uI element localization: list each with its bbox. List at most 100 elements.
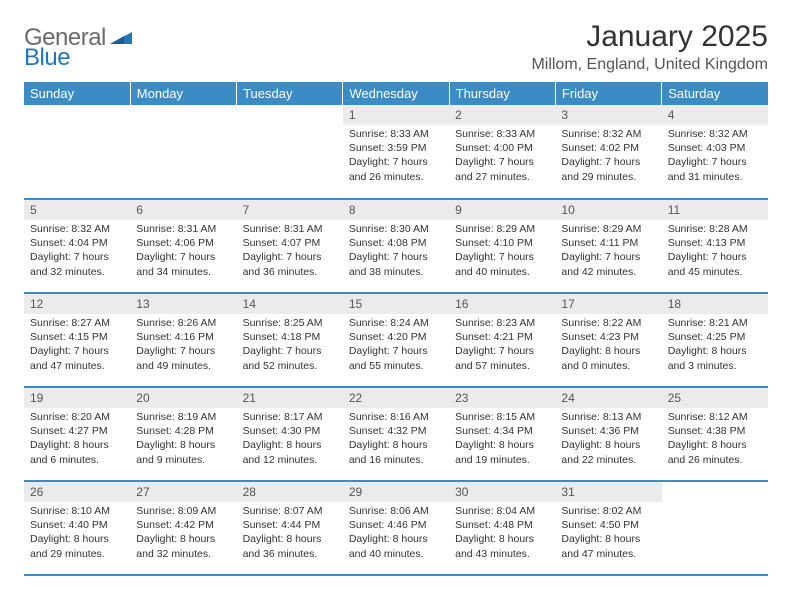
daylight-text: and 29 minutes. xyxy=(30,547,124,561)
calendar-week-row: 12Sunrise: 8:27 AMSunset: 4:15 PMDayligh… xyxy=(24,293,768,387)
sunrise-text: Sunrise: 8:24 AM xyxy=(349,316,443,330)
sunset-text: Sunset: 4:30 PM xyxy=(243,424,337,438)
day-detail: Sunrise: 8:20 AMSunset: 4:27 PMDaylight:… xyxy=(24,408,130,471)
calendar-day-cell: 14Sunrise: 8:25 AMSunset: 4:18 PMDayligh… xyxy=(237,293,343,387)
calendar-day-cell: 8Sunrise: 8:30 AMSunset: 4:08 PMDaylight… xyxy=(343,199,449,293)
daylight-text: Daylight: 8 hours xyxy=(349,532,443,546)
sunrise-text: Sunrise: 8:19 AM xyxy=(136,410,230,424)
calendar-day-cell: 28Sunrise: 8:07 AMSunset: 4:44 PMDayligh… xyxy=(237,481,343,575)
sunset-text: Sunset: 4:20 PM xyxy=(349,330,443,344)
day-number: 24 xyxy=(555,388,661,408)
weekday-header-row: Sunday Monday Tuesday Wednesday Thursday… xyxy=(24,82,768,105)
sunset-text: Sunset: 4:18 PM xyxy=(243,330,337,344)
sunrise-text: Sunrise: 8:27 AM xyxy=(30,316,124,330)
daylight-text: Daylight: 8 hours xyxy=(561,344,655,358)
sunrise-text: Sunrise: 8:10 AM xyxy=(30,504,124,518)
sunrise-text: Sunrise: 8:16 AM xyxy=(349,410,443,424)
daylight-text: Daylight: 7 hours xyxy=(349,250,443,264)
day-detail: Sunrise: 8:06 AMSunset: 4:46 PMDaylight:… xyxy=(343,502,449,565)
day-detail: Sunrise: 8:21 AMSunset: 4:25 PMDaylight:… xyxy=(662,314,768,377)
calendar-day-cell xyxy=(237,105,343,199)
daylight-text: and 6 minutes. xyxy=(30,453,124,467)
daylight-text: Daylight: 7 hours xyxy=(561,155,655,169)
daylight-text: Daylight: 7 hours xyxy=(455,155,549,169)
calendar-day-cell: 1Sunrise: 8:33 AMSunset: 3:59 PMDaylight… xyxy=(343,105,449,199)
sunrise-text: Sunrise: 8:25 AM xyxy=(243,316,337,330)
daylight-text: and 26 minutes. xyxy=(668,453,762,467)
daylight-text: Daylight: 7 hours xyxy=(243,250,337,264)
calendar-day-cell xyxy=(130,105,236,199)
day-detail: Sunrise: 8:33 AMSunset: 3:59 PMDaylight:… xyxy=(343,125,449,188)
daylight-text: Daylight: 8 hours xyxy=(136,532,230,546)
day-detail: Sunrise: 8:15 AMSunset: 4:34 PMDaylight:… xyxy=(449,408,555,471)
day-detail: Sunrise: 8:22 AMSunset: 4:23 PMDaylight:… xyxy=(555,314,661,377)
day-number: 10 xyxy=(555,200,661,220)
day-number: 28 xyxy=(237,482,343,502)
daylight-text: Daylight: 8 hours xyxy=(561,438,655,452)
day-detail: Sunrise: 8:04 AMSunset: 4:48 PMDaylight:… xyxy=(449,502,555,565)
daylight-text: and 40 minutes. xyxy=(455,265,549,279)
daylight-text: Daylight: 8 hours xyxy=(349,438,443,452)
day-number: 2 xyxy=(449,105,555,125)
sunset-text: Sunset: 4:21 PM xyxy=(455,330,549,344)
daylight-text: Daylight: 7 hours xyxy=(668,250,762,264)
daylight-text: Daylight: 8 hours xyxy=(243,438,337,452)
sunset-text: Sunset: 4:48 PM xyxy=(455,518,549,532)
weekday-header: Monday xyxy=(130,82,236,105)
day-number: 15 xyxy=(343,294,449,314)
day-detail: Sunrise: 8:27 AMSunset: 4:15 PMDaylight:… xyxy=(24,314,130,377)
day-detail: Sunrise: 8:32 AMSunset: 4:03 PMDaylight:… xyxy=(662,125,768,188)
calendar-week-row: 1Sunrise: 8:33 AMSunset: 3:59 PMDaylight… xyxy=(24,105,768,199)
calendar-week-row: 19Sunrise: 8:20 AMSunset: 4:27 PMDayligh… xyxy=(24,387,768,481)
page-header: General January 2025 Millom, England, Un… xyxy=(24,20,768,74)
weekday-header: Thursday xyxy=(449,82,555,105)
day-number: 31 xyxy=(555,482,661,502)
sunrise-text: Sunrise: 8:20 AM xyxy=(30,410,124,424)
sunrise-text: Sunrise: 8:26 AM xyxy=(136,316,230,330)
weekday-header: Sunday xyxy=(24,82,130,105)
daylight-text: Daylight: 7 hours xyxy=(349,155,443,169)
title-block: January 2025 Millom, England, United Kin… xyxy=(531,20,768,74)
daylight-text: Daylight: 7 hours xyxy=(349,344,443,358)
daylight-text: and 40 minutes. xyxy=(349,547,443,561)
calendar-day-cell: 13Sunrise: 8:26 AMSunset: 4:16 PMDayligh… xyxy=(130,293,236,387)
daylight-text: and 31 minutes. xyxy=(668,170,762,184)
day-number: 12 xyxy=(24,294,130,314)
sunrise-text: Sunrise: 8:33 AM xyxy=(349,127,443,141)
sunset-text: Sunset: 4:15 PM xyxy=(30,330,124,344)
daylight-text: and 45 minutes. xyxy=(668,265,762,279)
day-number: 25 xyxy=(662,388,768,408)
daylight-text: Daylight: 7 hours xyxy=(455,250,549,264)
daylight-text: and 43 minutes. xyxy=(455,547,549,561)
daylight-text: and 29 minutes. xyxy=(561,170,655,184)
sunset-text: Sunset: 4:11 PM xyxy=(561,236,655,250)
daylight-text: Daylight: 7 hours xyxy=(243,344,337,358)
sunset-text: Sunset: 4:50 PM xyxy=(561,518,655,532)
day-number: 27 xyxy=(130,482,236,502)
daylight-text: and 47 minutes. xyxy=(561,547,655,561)
calendar-day-cell: 7Sunrise: 8:31 AMSunset: 4:07 PMDaylight… xyxy=(237,199,343,293)
daylight-text: Daylight: 7 hours xyxy=(136,344,230,358)
sunrise-text: Sunrise: 8:13 AM xyxy=(561,410,655,424)
sunset-text: Sunset: 4:42 PM xyxy=(136,518,230,532)
day-detail: Sunrise: 8:26 AMSunset: 4:16 PMDaylight:… xyxy=(130,314,236,377)
calendar-day-cell xyxy=(662,481,768,575)
logo-blue-line: Blue xyxy=(24,40,70,72)
daylight-text: Daylight: 8 hours xyxy=(30,438,124,452)
day-number: 8 xyxy=(343,200,449,220)
day-detail: Sunrise: 8:13 AMSunset: 4:36 PMDaylight:… xyxy=(555,408,661,471)
daylight-text: and 52 minutes. xyxy=(243,359,337,373)
daylight-text: and 47 minutes. xyxy=(30,359,124,373)
day-number: 21 xyxy=(237,388,343,408)
day-detail: Sunrise: 8:28 AMSunset: 4:13 PMDaylight:… xyxy=(662,220,768,283)
day-number: 19 xyxy=(24,388,130,408)
day-detail: Sunrise: 8:17 AMSunset: 4:30 PMDaylight:… xyxy=(237,408,343,471)
daylight-text: Daylight: 8 hours xyxy=(243,532,337,546)
calendar-table: Sunday Monday Tuesday Wednesday Thursday… xyxy=(24,82,768,576)
day-number: 5 xyxy=(24,200,130,220)
calendar-day-cell: 4Sunrise: 8:32 AMSunset: 4:03 PMDaylight… xyxy=(662,105,768,199)
daylight-text: and 57 minutes. xyxy=(455,359,549,373)
day-number: 29 xyxy=(343,482,449,502)
sunrise-text: Sunrise: 8:33 AM xyxy=(455,127,549,141)
sunset-text: Sunset: 4:02 PM xyxy=(561,141,655,155)
